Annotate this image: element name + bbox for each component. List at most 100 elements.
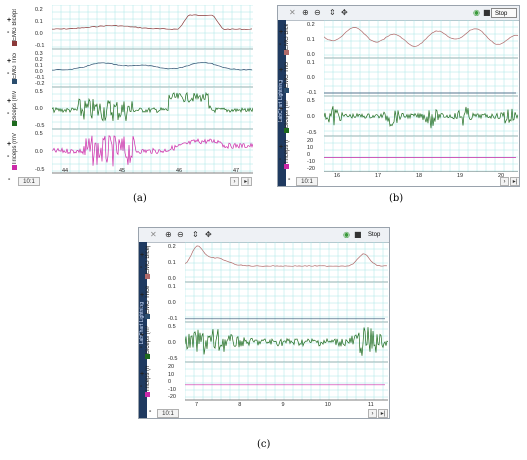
stop-square-icon: ■ <box>354 230 362 239</box>
y-tick-label: 0.2 <box>35 7 43 13</box>
channel-scale-down-button[interactable]: - <box>7 110 10 117</box>
zoom-in-icon[interactable]: ⊕ <box>165 230 172 239</box>
close-icon[interactable]: ✕ <box>289 8 296 17</box>
zoom-out-button[interactable]: - <box>8 176 11 183</box>
channel-scale-up-button[interactable]: + <box>140 292 145 299</box>
y-tick-label: -0.1 <box>35 43 45 49</box>
signal-biceps <box>52 91 253 122</box>
scroll-left-button[interactable]: › <box>230 177 239 186</box>
y-tick-label: 0.0 <box>168 300 176 306</box>
zoom-out-button[interactable]: - <box>149 408 152 415</box>
channel-scale-down-button[interactable]: - <box>7 70 10 77</box>
x-tick-label: 44 <box>62 168 69 174</box>
scroll-end-button[interactable]: ▸| <box>378 409 388 418</box>
channel-scale-down-button[interactable]: - <box>140 304 143 311</box>
scroll-end-button[interactable]: ▸| <box>510 177 519 186</box>
x-tick-label: 8 <box>238 402 242 408</box>
zoom-ratio[interactable]: 10:1 <box>157 409 179 418</box>
channel-label: Triceps (mV) <box>12 133 18 165</box>
channel-label: Biceps (mV) <box>284 100 290 128</box>
y-tick-label: 0.1 <box>307 60 315 66</box>
stop-square-icon: ■ <box>483 8 491 17</box>
signal-emg-biceps <box>185 245 388 267</box>
channel-scale-down-button[interactable]: - <box>140 344 143 351</box>
stop-button[interactable]: Stop <box>368 232 381 238</box>
y-tick-label: -0.1 <box>307 90 317 96</box>
zoom-out-icon[interactable]: ⊖ <box>314 8 321 17</box>
record-status-icon: ◉ <box>343 230 350 239</box>
y-tick-label: 20 <box>168 364 175 370</box>
channel-scale-down-button[interactable]: - <box>279 41 282 48</box>
channel-label: EMG Biceps (mV) <box>145 246 151 274</box>
channel-scale-up-button[interactable]: + <box>7 58 12 65</box>
channel-label: EMG Biceps (mV) <box>12 9 18 41</box>
close-icon[interactable]: ✕ <box>150 230 157 239</box>
channel-color-swatch <box>284 50 289 55</box>
pan-icon[interactable]: ✥ <box>341 8 348 17</box>
stop-button[interactable]: Stop <box>491 8 517 18</box>
y-tick-label: 10 <box>168 371 175 378</box>
y-tick-label: 0.5 <box>307 98 315 104</box>
zoom-ratio[interactable]: 10:1 <box>18 177 40 186</box>
x-tick-label: 47 <box>233 168 240 174</box>
panel-a: 10:1 › ▸| - EMG Biceps (mV) + -0.2 0.1 0.0 -0… <box>6 5 253 187</box>
y-tick-label: -0.5 <box>35 123 45 129</box>
channel-color-swatch <box>145 274 150 279</box>
y-tick-label: 0.1 <box>35 19 43 25</box>
scroll-left-button[interactable]: › <box>500 177 509 186</box>
channel-label: Triceps (mV) <box>284 140 290 164</box>
channel-color-swatch <box>284 164 289 169</box>
channel-scale-up-button[interactable]: + <box>7 98 12 105</box>
y-tick-label: 0.0 <box>35 31 43 37</box>
y-tick-label: 0.0 <box>35 106 43 112</box>
y-tick-label: 0.2 <box>35 57 43 63</box>
vertical-fit-icon[interactable]: ⇕ <box>329 8 336 17</box>
x-tick-label: 19 <box>457 173 464 179</box>
channel-scale-down-button[interactable]: - <box>279 79 282 86</box>
y-tick-label: -20 <box>307 166 315 172</box>
y-tick-label: 0.2 <box>168 244 176 250</box>
channel-scale-up-button[interactable]: + <box>140 371 145 378</box>
zoom-out-button[interactable]: - <box>288 176 291 183</box>
y-tick-label: 0.1 <box>168 284 176 290</box>
zoom-out-icon[interactable]: ⊖ <box>177 230 184 239</box>
channel-color-swatch <box>145 392 150 397</box>
channel-color-swatch <box>12 121 17 126</box>
channel-scale-up-button[interactable]: + <box>140 252 145 259</box>
signal-emg-biceps <box>324 27 518 47</box>
channel-color-swatch <box>12 79 17 84</box>
scroll-left-button[interactable]: › <box>368 409 377 418</box>
channel-scale-down-button[interactable]: - <box>7 29 10 36</box>
zoom-ratio[interactable]: 10:1 <box>296 177 318 186</box>
channel-scale-down-button[interactable]: - <box>140 264 143 271</box>
pan-icon[interactable]: ✥ <box>205 230 212 239</box>
channel-scale-up-button[interactable]: + <box>279 106 284 113</box>
x-tick-label: 18 <box>416 173 423 179</box>
channel-color-swatch <box>284 128 289 133</box>
panel-a-plot <box>52 5 253 175</box>
channel-color-swatch <box>145 354 150 359</box>
side-banner-b: LabChart Lightning <box>278 20 286 186</box>
zoom-in-icon[interactable]: ⊕ <box>302 8 309 17</box>
signal-triceps <box>52 135 253 167</box>
channel-scale-down-button[interactable]: - <box>279 118 282 125</box>
signal-emg-biceps <box>52 14 253 30</box>
channel-scale-up-button[interactable]: + <box>279 67 284 74</box>
y-tick-label: 0.0 <box>35 69 43 75</box>
channel-scale-down-button[interactable]: - <box>279 156 282 163</box>
vertical-fit-icon[interactable]: ⇕ <box>192 230 199 239</box>
channel-scale-up-button[interactable]: + <box>7 141 12 148</box>
channel-scale-down-button[interactable]: - <box>140 383 143 390</box>
panel-c: ✕ ⊕ ⊖ ⇕ ✥ ◉ ■ Stop LabChart Lightning 10… <box>138 227 390 419</box>
side-banner-c: LabChart Lightning <box>139 242 147 418</box>
channel-label: EMG Biceps (mV) <box>284 24 290 50</box>
scroll-end-button[interactable]: ▸| <box>241 177 252 186</box>
channel-scale-up-button[interactable]: + <box>7 17 12 24</box>
x-tick-label: 20 <box>498 173 505 179</box>
signal-emg-triceps <box>52 61 253 71</box>
channel-label: Biceps (mV) <box>12 91 18 121</box>
channel-scale-up-button[interactable]: + <box>279 144 284 151</box>
channel-scale-up-button[interactable]: + <box>279 29 284 36</box>
channel-scale-up-button[interactable]: + <box>140 332 145 339</box>
channel-scale-down-button[interactable]: - <box>7 153 10 160</box>
